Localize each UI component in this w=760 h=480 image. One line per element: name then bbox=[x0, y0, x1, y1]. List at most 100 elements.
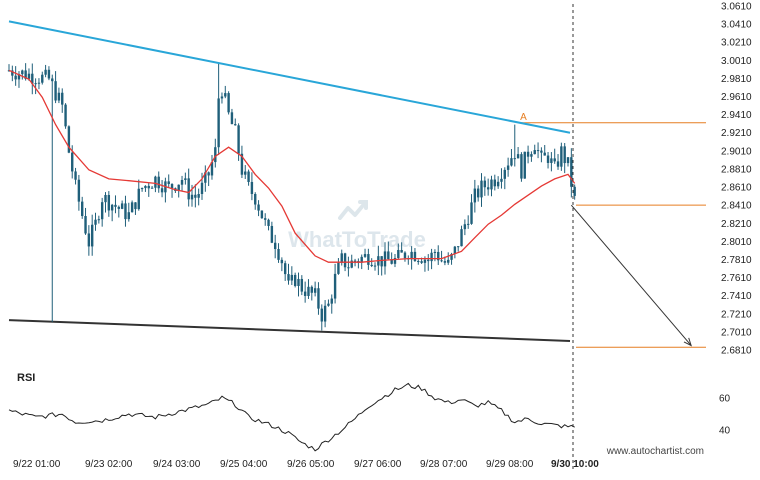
candle-body bbox=[367, 254, 370, 265]
candle-body bbox=[17, 74, 21, 80]
candle-body bbox=[230, 112, 234, 125]
candle-body bbox=[520, 154, 523, 179]
candle-body bbox=[137, 188, 140, 210]
candle-body bbox=[483, 180, 487, 188]
candle-body bbox=[563, 146, 566, 164]
candle-body bbox=[194, 194, 197, 198]
candle-body bbox=[273, 242, 277, 250]
candle-body bbox=[190, 194, 194, 200]
candle-body bbox=[290, 274, 294, 281]
candle-body bbox=[530, 154, 533, 157]
target-arrow-head bbox=[683, 337, 692, 347]
candle-body bbox=[353, 260, 357, 262]
candle-body bbox=[546, 155, 550, 163]
candle-body bbox=[84, 216, 87, 234]
time-tick-label: 9/24 03:00 bbox=[153, 459, 201, 470]
candle-body bbox=[317, 288, 320, 309]
candle-body bbox=[247, 171, 250, 182]
candle-body bbox=[27, 73, 31, 79]
candle-body bbox=[120, 203, 124, 209]
candle-body bbox=[417, 261, 420, 263]
candle-body bbox=[460, 229, 463, 247]
lower-trendline bbox=[8, 319, 571, 342]
candle-body bbox=[147, 185, 150, 189]
candle-body bbox=[476, 188, 480, 198]
time-tick-label: 9/27 06:00 bbox=[354, 459, 402, 470]
candle-body bbox=[313, 288, 317, 293]
time-tick-label: 9/29 08:00 bbox=[486, 459, 534, 470]
candles bbox=[7, 63, 576, 331]
candle-body bbox=[107, 194, 111, 211]
candle-body bbox=[437, 251, 440, 261]
candle-body bbox=[510, 158, 513, 166]
price-tick-label: 2.8210 bbox=[721, 219, 752, 230]
candle-body bbox=[177, 184, 180, 191]
candle-body bbox=[566, 157, 570, 164]
candle-body bbox=[160, 188, 164, 193]
candle-body bbox=[410, 251, 413, 260]
time-tick-label: 9/28 07:00 bbox=[420, 459, 468, 470]
candle-body bbox=[14, 75, 17, 80]
candle-body bbox=[94, 219, 97, 225]
price-tick-label: 2.9210 bbox=[721, 128, 752, 139]
candle-body bbox=[323, 305, 327, 322]
price-tick-label: 2.7410 bbox=[721, 291, 752, 302]
breakout-marker-label: A bbox=[520, 112, 527, 123]
candle-body bbox=[387, 251, 390, 260]
candle-body bbox=[513, 158, 516, 160]
candle-body bbox=[184, 178, 187, 180]
candle-body bbox=[393, 258, 397, 264]
candle-body bbox=[553, 158, 556, 162]
candle-body bbox=[51, 78, 54, 82]
candle-body bbox=[240, 153, 244, 175]
time-tick-label: 9/22 01:00 bbox=[13, 459, 61, 470]
candle-body bbox=[220, 96, 224, 99]
candle-body bbox=[327, 303, 330, 306]
watermark-text: WhatToTrade bbox=[288, 227, 426, 252]
footer-source: www.autochartist.com bbox=[606, 446, 704, 457]
price-tick-label: 2.9610 bbox=[721, 92, 752, 103]
candle-body bbox=[303, 291, 307, 296]
candle-body bbox=[503, 169, 506, 179]
price-tick-label: 3.0210 bbox=[721, 38, 752, 49]
candle-body bbox=[260, 210, 264, 219]
candle-body bbox=[134, 202, 137, 210]
candle-body bbox=[81, 201, 84, 217]
candle-body bbox=[71, 152, 74, 172]
level-lines bbox=[518, 122, 706, 348]
candle-body bbox=[283, 263, 287, 275]
candle-body bbox=[440, 260, 443, 262]
price-tick-label: 2.8610 bbox=[721, 183, 752, 194]
candle-body bbox=[490, 179, 493, 190]
candle-body bbox=[473, 188, 477, 203]
candle-body bbox=[526, 151, 530, 157]
candle-body bbox=[573, 186, 576, 196]
candle-body bbox=[250, 181, 254, 194]
candle-body bbox=[210, 162, 214, 176]
candle-body bbox=[543, 152, 546, 156]
candle-body bbox=[54, 81, 57, 101]
candle-body bbox=[237, 125, 240, 154]
price-tick-label: 2.8810 bbox=[721, 164, 752, 175]
price-tick-label: 2.6810 bbox=[721, 346, 752, 357]
candle-body bbox=[347, 267, 350, 269]
candle-body bbox=[297, 278, 300, 286]
candle-body bbox=[420, 261, 423, 263]
candle-body bbox=[77, 179, 81, 202]
candle-body bbox=[320, 308, 323, 322]
candle-body bbox=[373, 265, 377, 267]
trendlines bbox=[8, 20, 571, 342]
price-tick-label: 2.9410 bbox=[721, 110, 752, 121]
candle-body bbox=[100, 202, 104, 220]
candle-body bbox=[104, 194, 107, 203]
candle-body bbox=[470, 202, 473, 224]
price-tick-label: 2.9010 bbox=[721, 146, 752, 157]
candle-body bbox=[74, 171, 77, 180]
price-tick-label: 3.0610 bbox=[721, 2, 752, 13]
candle-body bbox=[533, 150, 536, 155]
candle-body bbox=[370, 264, 373, 266]
candle-body bbox=[536, 150, 540, 152]
candle-body bbox=[117, 206, 121, 209]
candle-body bbox=[383, 251, 387, 267]
upper-trendline bbox=[8, 20, 571, 134]
